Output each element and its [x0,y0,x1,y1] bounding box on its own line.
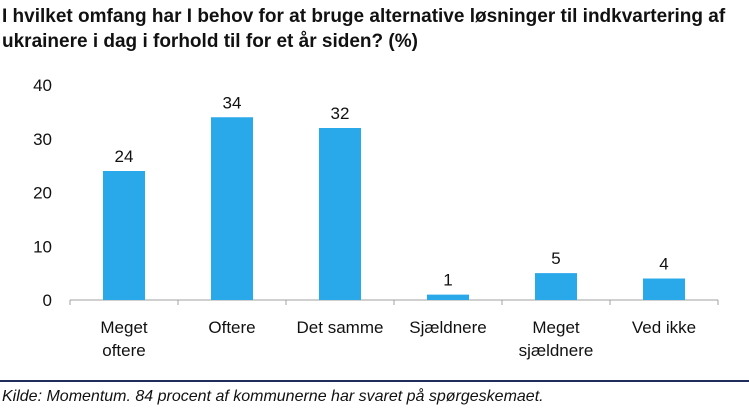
divider [0,380,749,382]
chart-title: I hvilket omfang har I behov for at brug… [2,6,726,52]
bar-chart: 0 10 20 30 40 24 Meget oftere 34 Oftere 32 Det samm… [33,76,719,360]
data-label: 5 [551,249,560,268]
bar [319,128,361,300]
bar [211,117,253,300]
y-tick-label: 30 [33,130,52,149]
x-tick-label: Meget [532,318,580,337]
x-tick-label: Oftere [208,318,255,337]
x-tick-label: oftere [102,341,145,360]
bar [643,278,685,300]
y-tick-label: 40 [33,76,52,95]
bar [103,171,145,300]
x-tick-label: Det samme [297,318,384,337]
bar [535,273,577,300]
x-tick-label: Ved ikke [632,318,696,337]
x-tick-label: Meget [100,318,148,337]
source-note: Kilde: Momentum. 84 procent af kommunern… [2,388,544,405]
data-label: 32 [331,104,350,123]
data-label: 34 [223,93,242,112]
bar [427,294,469,300]
y-tick-label: 20 [33,184,52,203]
data-label: 24 [115,147,134,166]
x-tick-label: sjældnere [519,341,594,360]
data-label: 4 [659,255,668,274]
x-tick-label: Sjældnere [409,318,487,337]
data-label: 1 [443,271,452,290]
y-tick-label: 0 [43,291,52,310]
y-tick-label: 10 [33,237,52,256]
